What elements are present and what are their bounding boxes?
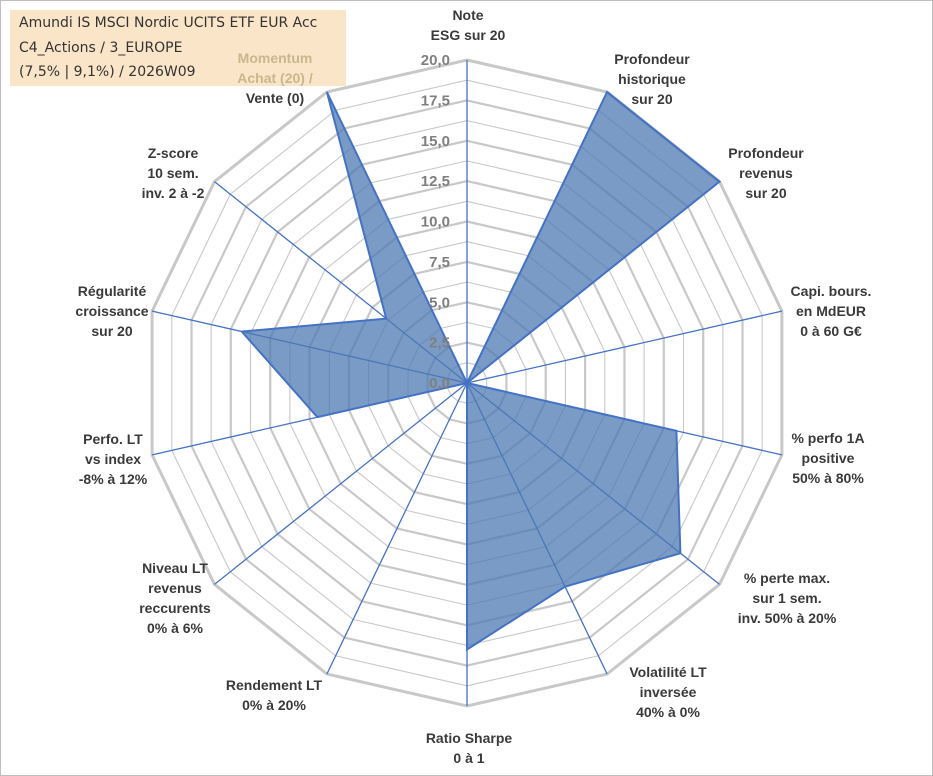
- tick-label-6: 15,0: [421, 133, 450, 150]
- radar-tick-labels: 0,0 2,5 5,0 7,5 10,0 12,5 15,0 17,5 20,0: [421, 52, 450, 392]
- axis-label-10-line-2: -8% à 12%: [79, 471, 148, 487]
- axis-label-3-line-2: 0 à 60 G€: [800, 323, 862, 339]
- chart-title-line-2: C4_Actions / 3_EUROPE: [19, 40, 183, 56]
- radar-series: [239, 90, 722, 652]
- chart-title-box: Amundi IS MSCI Nordic UCITS ETF EUR Acc …: [10, 10, 346, 86]
- axis-label-6-line-0: Volatilité LT: [629, 664, 707, 680]
- tick-label-5: 12,5: [421, 173, 450, 190]
- spoke-8: [326, 382, 468, 675]
- axis-label-11-line-1: croissance: [75, 303, 148, 319]
- tick-label-7: 17,5: [421, 92, 450, 109]
- axis-label-8: Rendement LT 0% à 20%: [226, 677, 323, 713]
- axis-label-7: Ratio Sharpe 0 à 1: [426, 730, 513, 766]
- axis-label-5-line-2: inv. 50% à 20%: [738, 610, 837, 626]
- chart-title-line-1: Amundi IS MSCI Nordic UCITS ETF EUR Acc: [19, 15, 318, 31]
- axis-label-10-line-1: vs index: [85, 451, 141, 467]
- axis-label-1-line-1: historique: [618, 71, 686, 87]
- axis-label-3-line-0: Capi. bours.: [791, 283, 872, 299]
- chart-title-line-3: (7,5% | 9,1%) / 2026W09: [19, 64, 196, 80]
- axis-label-10-line-0: Perfo. LT: [83, 431, 143, 447]
- axis-label-10: Perfo. LT vs index -8% à 12%: [79, 431, 148, 487]
- axis-label-3-line-1: en MdEUR: [796, 303, 866, 319]
- series-area: [239, 90, 722, 652]
- axis-label-13-line-2: Vente (0): [246, 90, 304, 106]
- axis-label-11: Régularité croissance sur 20: [75, 283, 148, 339]
- axis-label-1: Profondeur historique sur 20: [614, 51, 690, 107]
- tick-label-4: 10,0: [421, 214, 450, 231]
- axis-label-12-line-1: 10 sem.: [147, 165, 198, 181]
- tick-label-3: 7,5: [429, 254, 450, 271]
- spoke-3: [466, 310, 783, 384]
- axis-label-5: % perte max. sur 1 sem. inv. 50% à 20%: [738, 570, 837, 626]
- axis-label-2-line-0: Profondeur: [728, 145, 804, 161]
- axis-label-13-line-0: Momentum: [238, 50, 313, 66]
- axis-label-9-line-1: revenus: [148, 580, 202, 596]
- axis-label-5-line-0: % perte max.: [744, 570, 830, 586]
- axis-label-7-line-0: Ratio Sharpe: [426, 730, 513, 746]
- tick-label-0: 0,0: [429, 375, 450, 392]
- axis-label-13: Momentum Achat (20) / Vente (0): [237, 50, 313, 106]
- spoke-9: [214, 382, 468, 585]
- radar-axis-labels: Note ESG sur 20 Profondeur historique sur 20…: [75, 7, 871, 766]
- axis-label-4-line-0: % perfo 1A: [791, 430, 864, 446]
- axis-label-6: Volatilité LT inversée 40% à 0%: [629, 664, 707, 720]
- axis-label-0: Note ESG sur 20: [431, 7, 506, 43]
- axis-label-8-line-1: 0% à 20%: [242, 697, 306, 713]
- axis-label-4-line-2: 50% à 80%: [792, 470, 864, 486]
- axis-label-0-line-1: ESG sur 20: [431, 27, 506, 43]
- axis-label-7-line-1: 0 à 1: [453, 750, 484, 766]
- tick-label-8: 20,0: [421, 52, 450, 69]
- axis-label-6-line-1: inversée: [640, 684, 697, 700]
- axis-label-9-line-2: reccurents: [139, 600, 211, 616]
- axis-label-5-line-1: sur 1 sem.: [752, 590, 821, 606]
- axis-label-6-line-2: 40% à 0%: [636, 704, 700, 720]
- axis-label-12: Z-score 10 sem. inv. 2 à -2: [142, 145, 205, 201]
- axis-label-12-line-2: inv. 2 à -2: [142, 185, 205, 201]
- axis-label-1-line-0: Profondeur: [614, 51, 690, 67]
- axis-label-1-line-2: sur 20: [631, 91, 672, 107]
- tick-label-1: 2,5: [429, 335, 450, 352]
- axis-label-11-line-0: Régularité: [78, 283, 147, 299]
- axis-label-2: Profondeur revenus sur 20: [728, 145, 804, 201]
- axis-label-13-line-1: Achat (20) /: [237, 70, 313, 86]
- tick-label-2: 5,0: [429, 294, 450, 311]
- axis-label-3: Capi. bours. en MdEUR 0 à 60 G€: [791, 283, 872, 339]
- axis-label-9-line-0: Niveau LT: [142, 560, 208, 576]
- axis-label-4-line-1: positive: [802, 450, 855, 466]
- axis-label-12-line-0: Z-score: [148, 145, 199, 161]
- axis-label-4: % perfo 1A positive 50% à 80%: [791, 430, 864, 486]
- axis-label-8-line-0: Rendement LT: [226, 677, 323, 693]
- axis-label-11-line-2: sur 20: [91, 323, 132, 339]
- axis-label-9: Niveau LT revenus reccurents 0% à 6%: [139, 560, 211, 636]
- axis-label-2-line-2: sur 20: [745, 185, 786, 201]
- axis-label-9-line-3: 0% à 6%: [147, 620, 204, 636]
- axis-label-2-line-1: revenus: [739, 165, 793, 181]
- axis-label-0-line-0: Note: [452, 7, 483, 23]
